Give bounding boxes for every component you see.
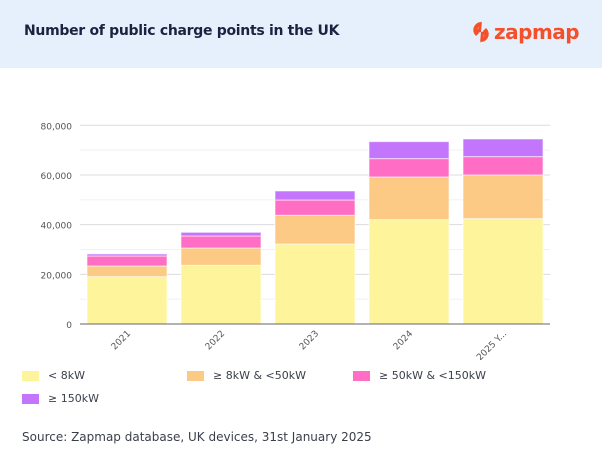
- bar-segment: [86, 255, 168, 267]
- logo-text: zapmap: [494, 20, 580, 44]
- bar-segment: [274, 199, 356, 216]
- legend-swatch: [22, 393, 39, 404]
- bar-segment: [368, 176, 450, 221]
- bar-segment: [368, 219, 450, 325]
- legend-label: ≥ 8kW & <50kW: [213, 369, 306, 382]
- chart-title: Number of public charge points in the UK: [24, 23, 340, 39]
- legend-item[interactable]: ≥ 50kW & <150kW: [353, 369, 486, 382]
- bar-segment: [180, 235, 262, 249]
- bar-segment: [462, 218, 544, 325]
- zapmap-logo: zapmap: [472, 20, 580, 44]
- chart-header: Number of public charge points in the UK…: [0, 0, 602, 68]
- bar-segment: [86, 253, 168, 257]
- y-tick-label: 60,000: [41, 172, 73, 182]
- bar-segment: [462, 138, 544, 158]
- bar-segment: [180, 231, 262, 237]
- x-tick-label: 2022: [204, 329, 227, 352]
- bar-segment: [462, 156, 544, 176]
- bar-segment: [180, 247, 262, 266]
- legend-label: ≥ 150kW: [48, 392, 99, 405]
- y-tick-label: 80,000: [41, 122, 73, 132]
- x-tick-label: 2025 Y...: [475, 329, 509, 360]
- stacked-bar-chart: 0 20,000 40,000 60,000 80,000 2021 2022 2023 202…: [41, 122, 550, 360]
- x-tick-label: 2023: [298, 329, 321, 352]
- legend-item[interactable]: ≥ 8kW & <50kW: [187, 369, 306, 382]
- bar-segment: [368, 141, 450, 160]
- legend-label: < 8kW: [48, 369, 85, 382]
- lightning-bolt-icon: [473, 21, 489, 43]
- bar-segment: [274, 190, 356, 201]
- y-tick-label: 0: [66, 321, 72, 331]
- y-tick-label: 40,000: [41, 222, 73, 232]
- y-tick-label: 20,000: [41, 271, 73, 281]
- source-note: Source: Zapmap database, UK devices, 31s…: [22, 430, 372, 444]
- legend-swatch: [353, 370, 370, 381]
- bar-segment: [180, 264, 262, 325]
- bar-segment: [86, 265, 168, 278]
- bar-segment: [274, 243, 356, 325]
- legend-item[interactable]: ≥ 150kW: [22, 392, 99, 405]
- legend-swatch: [187, 370, 204, 381]
- bar-segment: [86, 276, 168, 325]
- bar-segment: [274, 214, 356, 245]
- x-tick-label: 2021: [110, 329, 133, 352]
- legend-swatch: [22, 370, 39, 381]
- bar-segment: [368, 158, 450, 178]
- x-tick-label: 2024: [392, 329, 415, 352]
- legend-label: ≥ 50kW & <150kW: [379, 369, 486, 382]
- bar-segment: [462, 174, 544, 220]
- legend-item[interactable]: < 8kW: [22, 369, 85, 382]
